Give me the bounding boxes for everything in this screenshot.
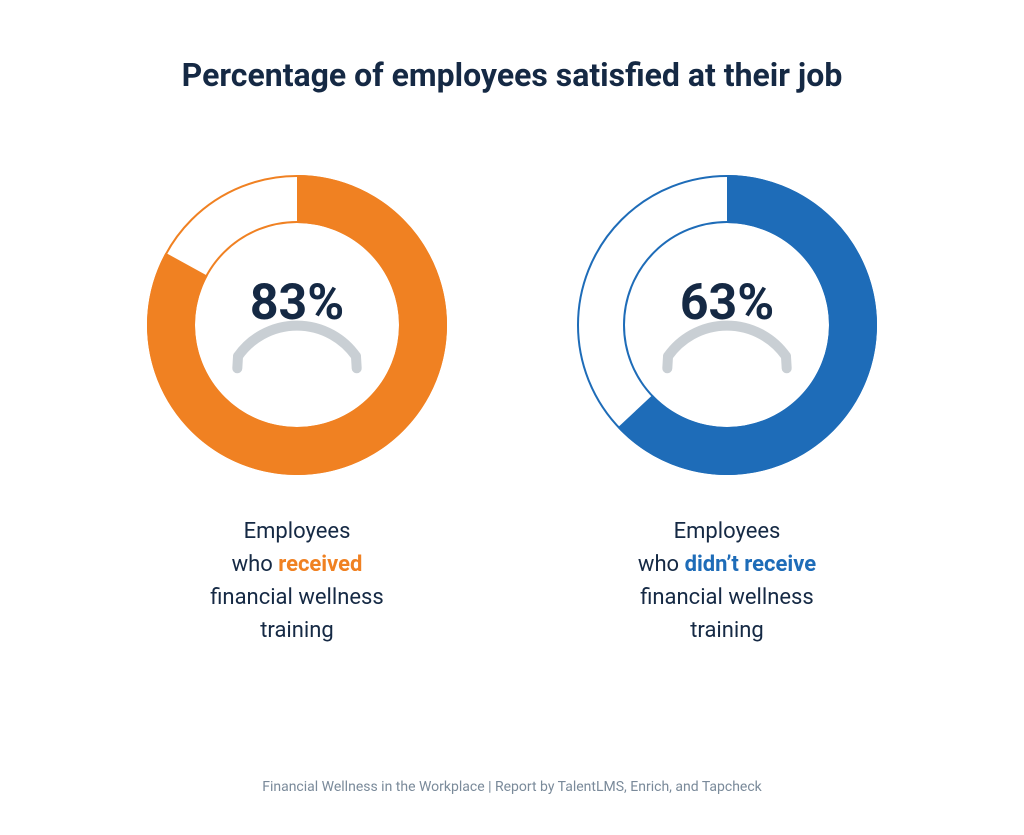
caption-line: Employees bbox=[674, 519, 781, 544]
donut-block-received: 83% Employees who received financial wel… bbox=[127, 175, 467, 647]
page-title: Percentage of employees satisfied at the… bbox=[0, 56, 1024, 94]
charts-row: 83% Employees who received financial wel… bbox=[0, 175, 1024, 647]
caption-line: training bbox=[260, 618, 334, 643]
caption-line: training bbox=[690, 618, 764, 643]
donut-chart-received: 83% bbox=[147, 175, 447, 475]
caption-line: who bbox=[638, 552, 685, 577]
caption-emph-received: received bbox=[278, 552, 362, 577]
infographic-page: Percentage of employees satisfied at the… bbox=[0, 0, 1024, 835]
donut-caption-not-received: Employees who didn’t receive financial w… bbox=[638, 515, 816, 647]
donut-svg-received bbox=[147, 175, 447, 475]
donut-chart-not-received: 63% bbox=[577, 175, 877, 475]
donut-caption-received: Employees who received financial wellnes… bbox=[210, 515, 384, 647]
caption-line: who bbox=[232, 552, 279, 577]
source-attribution: Financial Wellness in the Workplace | Re… bbox=[0, 779, 1024, 795]
donut-svg-not-received bbox=[577, 175, 877, 475]
donut-block-not-received: 63% Employees who didn’t receive financi… bbox=[557, 175, 897, 647]
caption-line: financial wellness bbox=[210, 585, 384, 610]
caption-line: Employees bbox=[244, 519, 351, 544]
caption-emph-not-received: didn’t receive bbox=[685, 552, 817, 577]
caption-line: financial wellness bbox=[640, 585, 814, 610]
